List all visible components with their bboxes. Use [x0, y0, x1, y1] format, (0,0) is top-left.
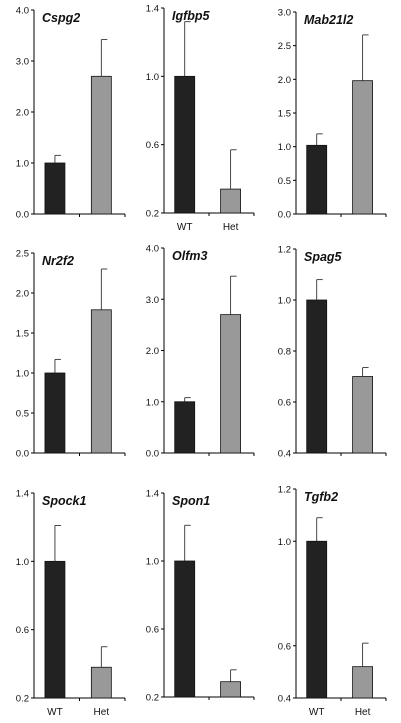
chart-title: Igfbp5: [172, 9, 211, 23]
bar-het: [90, 309, 112, 454]
chart-title: Olfm3: [172, 249, 207, 263]
y-tick-label: 0.0: [16, 449, 29, 460]
y-tick-label: 4.0: [146, 244, 159, 255]
y-tick-label: 1.4: [16, 489, 29, 500]
y-tick-label: 3.0: [146, 295, 159, 306]
bar-wt: [44, 560, 66, 699]
y-tick-label: 0.0: [146, 449, 159, 460]
y-tick-label: 2.0: [146, 346, 159, 357]
panel-spock1: 0.2 0.6 1.0 1.4 WT Het Spock1: [16, 489, 126, 718]
x-tick-label: WT: [177, 222, 193, 233]
bar-het: [220, 188, 242, 214]
x-tick-label: Het: [223, 222, 239, 233]
x-tick-label: WT: [47, 707, 63, 718]
bar-het: [352, 376, 374, 454]
bar-wt: [44, 372, 66, 454]
y-tick-label: 1.0: [278, 142, 291, 153]
y-tick-label: 1.0: [146, 557, 159, 568]
y-tick-label: 1.0: [278, 537, 291, 548]
x-tick-label: Het: [355, 707, 371, 718]
bar-wt: [44, 162, 66, 215]
chart-title: Nr2f2: [42, 254, 74, 268]
bar-het: [352, 80, 374, 215]
chart-title: Spag5: [304, 250, 343, 264]
y-tick-label: 0.6: [278, 641, 291, 652]
bar-het: [90, 666, 112, 699]
y-tick-label: 1.4: [146, 489, 159, 500]
y-tick-label: 1.0: [146, 397, 159, 408]
y-tick-label: 1.2: [278, 245, 291, 256]
y-tick-label: 0.0: [16, 210, 29, 221]
y-tick-label: 0.2: [146, 209, 159, 220]
y-tick-label: 1.2: [278, 485, 291, 496]
panel-spon1: 0.2 0.6 1.0 1.4 Spon1: [146, 489, 255, 704]
panel-nr2f2: 0.0 0.5 1.0 1.5 2.0 2.5 Nr2f2: [16, 249, 126, 460]
y-tick-label: 1.4: [146, 4, 159, 15]
y-tick-label: 2.0: [16, 108, 29, 119]
y-tick-label: 2.0: [278, 75, 291, 86]
y-tick-label: 0.6: [278, 398, 291, 409]
y-tick-label: 0.0: [278, 210, 291, 221]
y-tick-label: 1.0: [146, 72, 159, 83]
x-tick-label: Het: [94, 707, 110, 718]
panel-igfbp5: 0.2 0.6 1.0 1.4 WT Het Igfbp5: [146, 4, 255, 233]
chart-title: Spock1: [42, 494, 87, 508]
chart-title: Mab21l2: [304, 13, 353, 27]
y-tick-label: 0.6: [16, 625, 29, 636]
y-tick-label: 1.0: [16, 557, 29, 568]
y-tick-label: 1.5: [278, 109, 291, 120]
y-tick-label: 0.5: [278, 176, 291, 187]
bar-wt: [174, 401, 196, 454]
panel-tgfb2: 0.4 0.6 1.0 1.2 WT Het Tgfb2: [278, 485, 387, 718]
y-tick-label: 0.2: [16, 694, 29, 705]
y-tick-label: 1.0: [278, 296, 291, 307]
chart-title: Cspg2: [42, 11, 80, 25]
y-tick-label: 0.6: [146, 140, 159, 151]
bar-het: [352, 666, 374, 699]
y-tick-label: 1.0: [16, 159, 29, 170]
bar-wt: [306, 299, 328, 454]
y-tick-label: 0.4: [278, 449, 291, 460]
y-tick-label: 3.0: [278, 8, 291, 19]
y-tick-label: 0.5: [16, 409, 29, 420]
y-tick-label: 1.5: [16, 329, 29, 340]
y-tick-label: 3.0: [16, 57, 29, 68]
y-tick-label: 2.0: [16, 289, 29, 300]
panel-spag5: 0.4 0.6 0.8 1.0 1.2 Spag5: [278, 245, 387, 460]
bar-wt: [306, 144, 328, 215]
bar-wt: [174, 75, 196, 214]
chart-title: Tgfb2: [304, 490, 338, 504]
bar-het: [90, 75, 112, 215]
bar-het: [220, 681, 242, 698]
y-tick-label: 0.6: [146, 625, 159, 636]
bar-wt: [306, 540, 328, 699]
y-tick-label: 2.5: [16, 249, 29, 260]
panel-cspg2: 0.0 1.0 2.0 3.0 4.0 Cspg2: [16, 6, 126, 221]
x-tick-label: WT: [309, 707, 325, 718]
y-tick-label: 0.4: [278, 694, 291, 705]
panel-olfm3: 0.0 1.0 2.0 3.0 4.0 Olfm3: [146, 244, 255, 460]
y-tick-label: 0.2: [146, 693, 159, 704]
y-tick-label: 0.8: [278, 347, 291, 358]
y-tick-label: 2.5: [278, 41, 291, 52]
chart-title: Spon1: [172, 494, 210, 508]
panel-mab21l2: 0.0 0.5 1.0 1.5 2.0 2.5 3.0 Mab21l2: [278, 8, 387, 221]
bar-het: [220, 314, 242, 454]
bar-wt: [174, 560, 196, 698]
y-tick-label: 1.0: [16, 369, 29, 380]
y-tick-label: 4.0: [16, 6, 29, 17]
